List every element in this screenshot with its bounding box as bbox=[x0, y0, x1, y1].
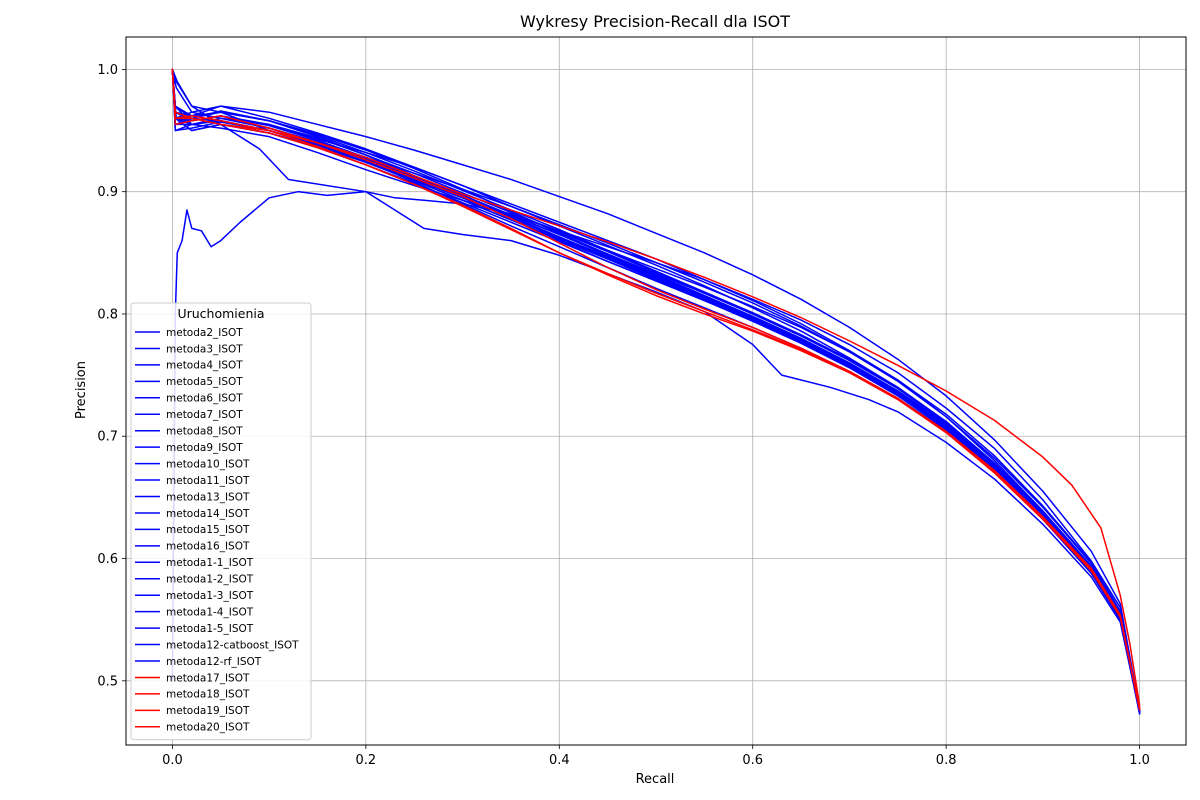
legend-entry-label: metoda13_ISOT bbox=[166, 491, 250, 503]
legend-entry-label: metoda12-rf_ISOT bbox=[166, 656, 262, 668]
legend-entry-label: metoda1-5_ISOT bbox=[166, 623, 254, 635]
series-line-metoda19_ISOT bbox=[171, 68, 1141, 710]
y-axis-title: Precision bbox=[74, 361, 89, 419]
legend-entry-label: metoda15_ISOT bbox=[166, 524, 250, 536]
x-tick-label: 0.6 bbox=[742, 753, 763, 768]
series-line-metoda11_ISOT bbox=[171, 68, 1141, 711]
legend-entry-label: metoda20_ISOT bbox=[166, 722, 250, 734]
legend-entry-label: metoda10_ISOT bbox=[166, 458, 250, 470]
legend-entry-label: metoda2_ISOT bbox=[166, 327, 243, 339]
legend-entry-label: metoda5_ISOT bbox=[166, 376, 243, 388]
legend-entry-label: metoda7_ISOT bbox=[166, 409, 243, 421]
legend-entry-label: metoda12-catboost_ISOT bbox=[166, 639, 299, 651]
series-line-metoda16_ISOT bbox=[171, 68, 1141, 713]
x-axis-title: Recall bbox=[636, 772, 675, 787]
chart-title: Wykresy Precision-Recall dla ISOT bbox=[520, 12, 790, 31]
y-tick-label: 0.5 bbox=[97, 674, 118, 689]
legend-entry-label: metoda1-1_ISOT bbox=[166, 557, 254, 569]
plot-frame bbox=[125, 36, 1187, 746]
series-lines bbox=[171, 68, 1141, 715]
legend-entry-label: metoda8_ISOT bbox=[166, 426, 243, 438]
y-tick-label: 0.9 bbox=[97, 185, 118, 200]
legend-title: Uruchomienia bbox=[177, 306, 264, 321]
legend: Uruchomienia metoda2_ISOT metoda3_ISOTmeto… bbox=[130, 302, 312, 741]
series-line-metoda1-5_ISOT bbox=[171, 68, 1141, 714]
legend-entry-label: metoda14_ISOT bbox=[166, 508, 250, 520]
legend-box bbox=[130, 302, 312, 741]
series-line-metoda12-catboost_ISOT bbox=[171, 190, 1141, 715]
y-tick-label: 1.0 bbox=[97, 63, 118, 78]
y-tick-label: 0.8 bbox=[97, 307, 118, 322]
legend-entry-label: metoda1-2_ISOT bbox=[166, 574, 254, 586]
y-tick-label: 0.7 bbox=[97, 430, 118, 445]
x-tick-label: 1.0 bbox=[1129, 753, 1150, 768]
legend-entry-label: metoda3_ISOT bbox=[166, 343, 243, 355]
x-tick-label: 0.4 bbox=[549, 753, 570, 768]
legend-entry-label: metoda6_ISOT bbox=[166, 393, 243, 405]
x-tick-label: 0.0 bbox=[162, 753, 183, 768]
legend-entry-label: metoda18_ISOT bbox=[166, 689, 250, 701]
axis-ticks: 0.0 0.2 0.4 0.6 0.8 1.0 0.5 0.6 0.7 0.8 0.9 1.0 bbox=[97, 63, 1150, 768]
legend-entry-label: metoda17_ISOT bbox=[166, 672, 250, 684]
series-line-metoda18_ISOT bbox=[171, 68, 1141, 709]
legend-entry-label: metoda11_ISOT bbox=[166, 475, 250, 487]
series-line-metoda20_ISOT bbox=[171, 68, 1141, 711]
x-tick-label: 0.8 bbox=[936, 753, 957, 768]
legend-entry-label: metoda19_ISOT bbox=[166, 705, 250, 717]
legend-entry-label: metoda4_ISOT bbox=[166, 360, 243, 372]
legend-entry-label: metoda16_ISOT bbox=[166, 541, 250, 553]
x-tick-label: 0.2 bbox=[356, 753, 377, 768]
y-tick-label: 0.6 bbox=[97, 552, 118, 567]
legend-entry-label: metoda1-4_ISOT bbox=[166, 606, 254, 618]
legend-entry-label: metoda9_ISOT bbox=[166, 442, 243, 454]
legend-entry-label: metoda1-3_ISOT bbox=[166, 590, 254, 602]
series-line-metoda12-rf_ISOT bbox=[171, 68, 1141, 714]
